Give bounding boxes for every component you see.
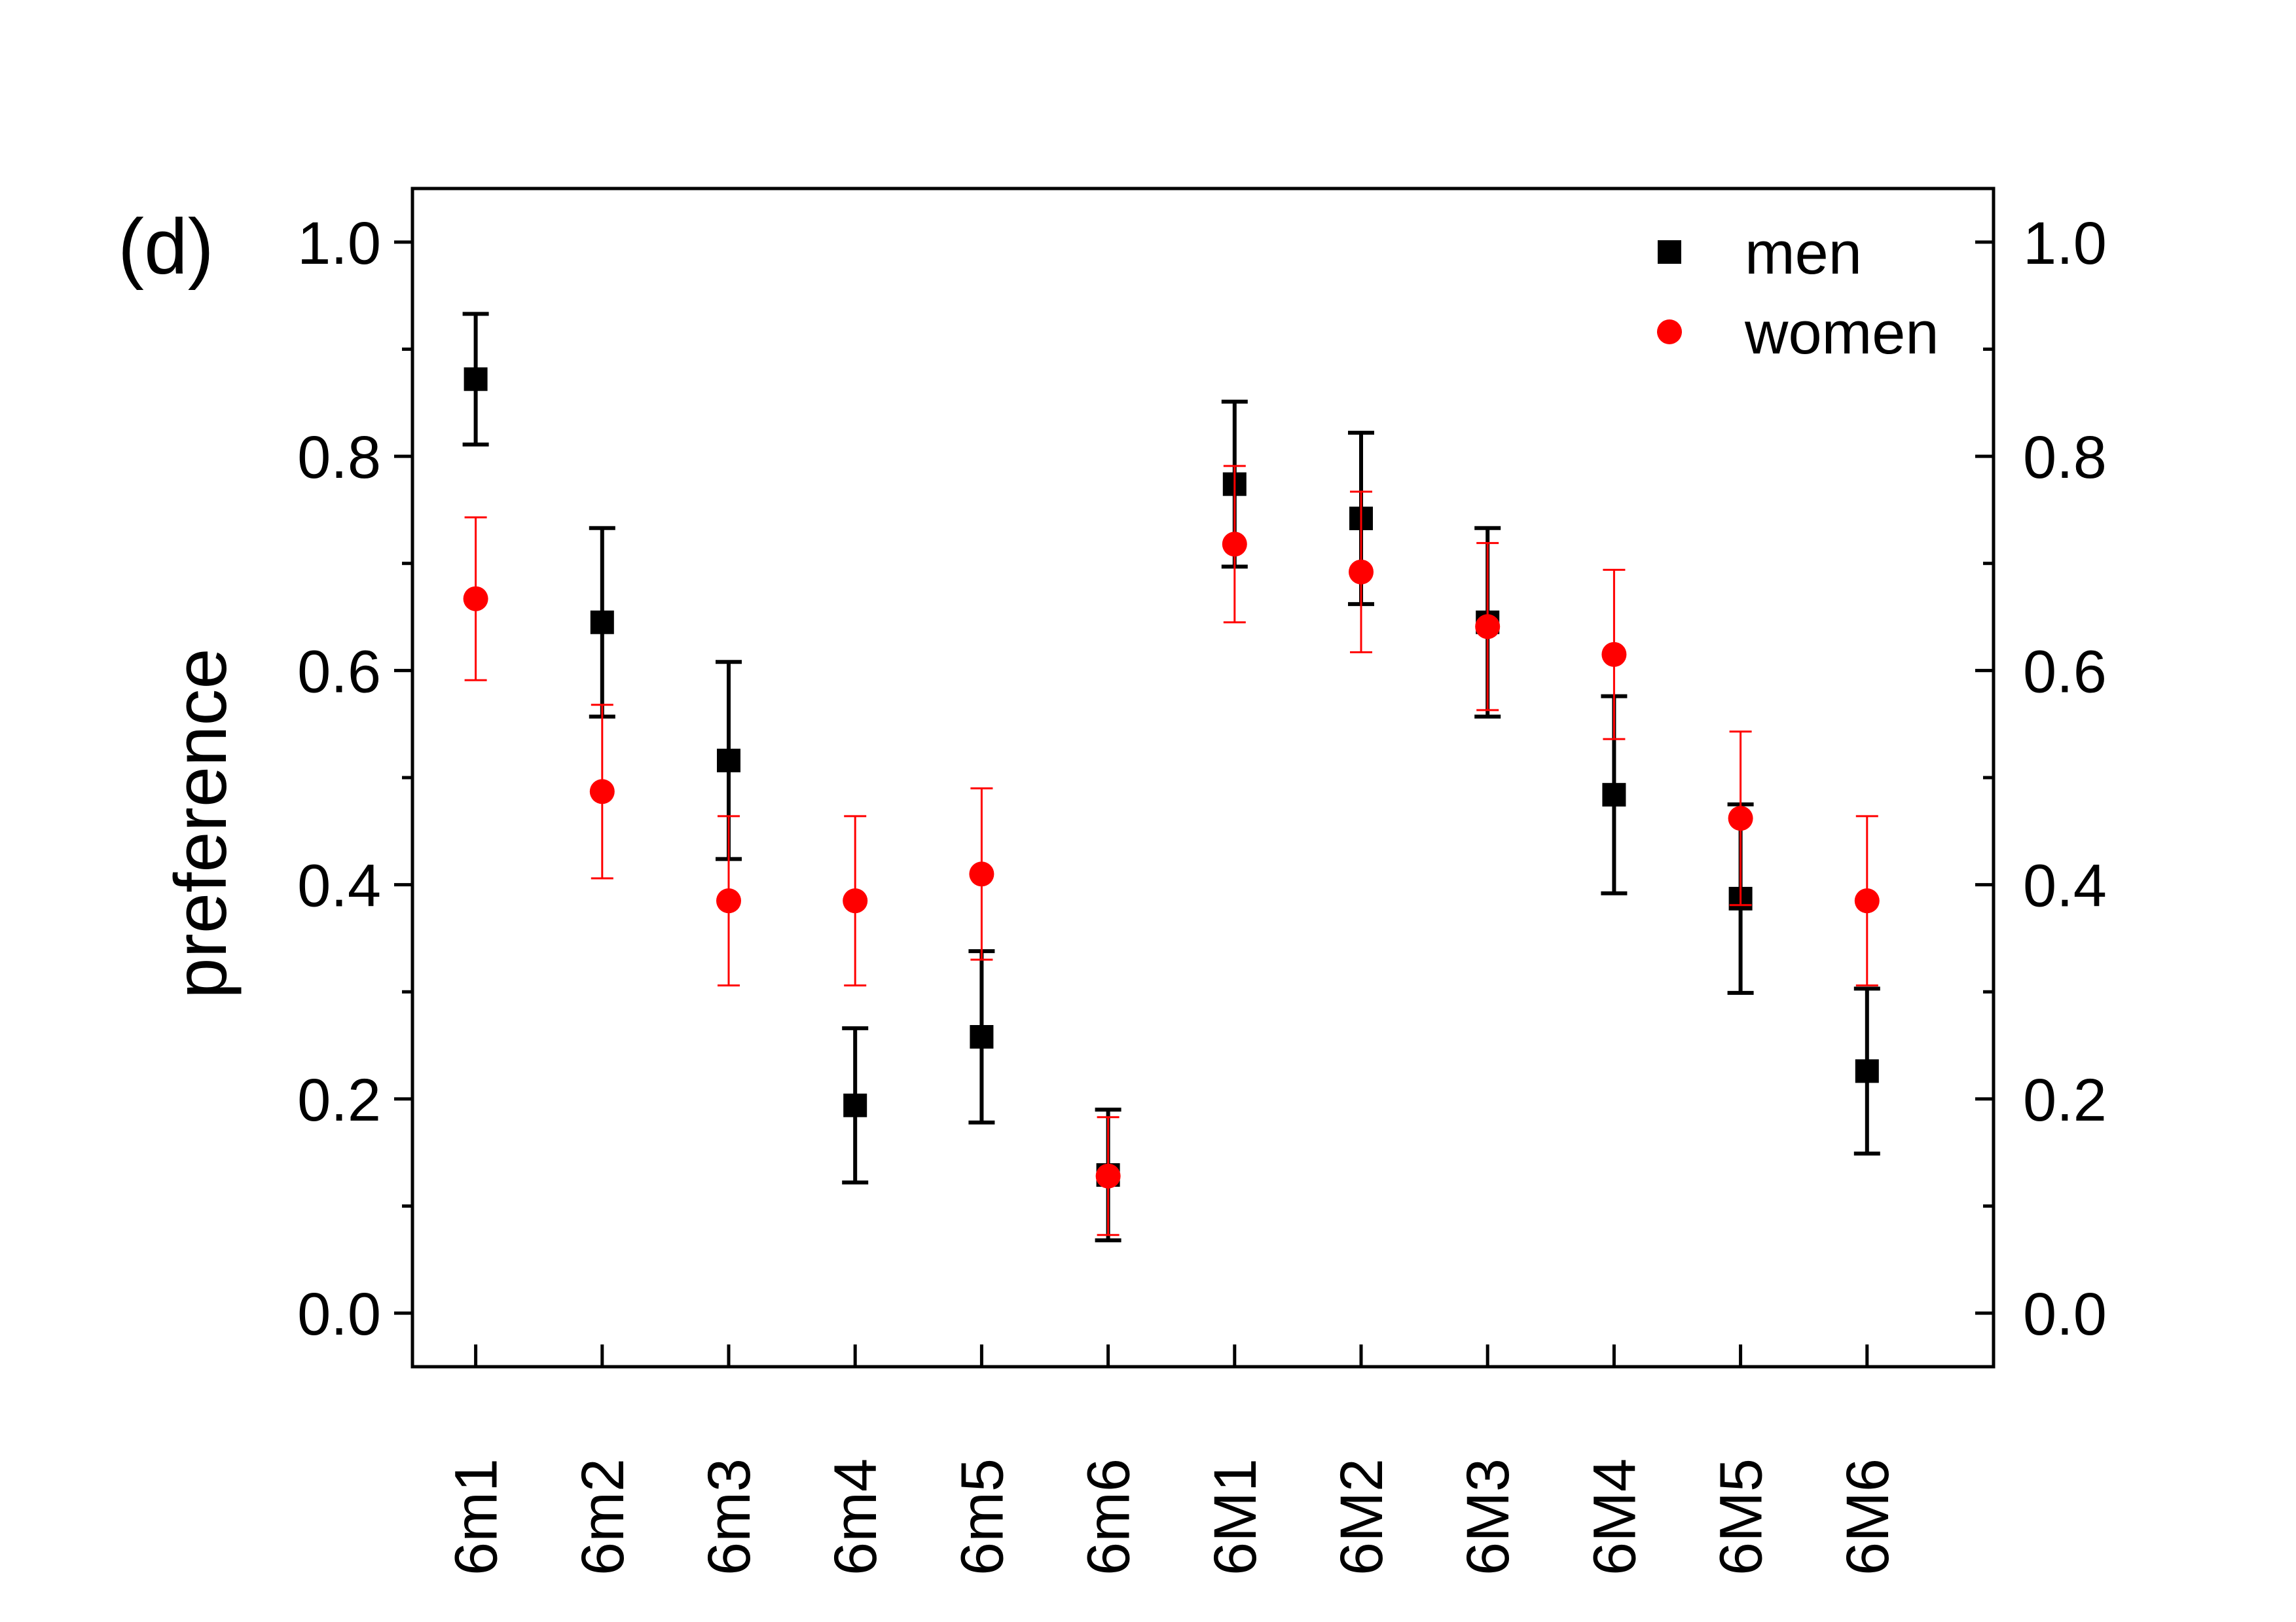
x-tick-label-6m3: 6m3 [696,1458,763,1576]
legend-label-men: men [1745,220,1862,287]
x-tick-label-6m3: 6M3 [1455,1458,1522,1576]
point-men-6m2 [590,610,614,634]
y-tick-label-right-0-2: 0.2 [2023,1067,2107,1134]
x-tick-label-6m1: 6M1 [1202,1458,1269,1576]
point-men-6m5 [970,1025,994,1049]
x-tick-label-6m6: 6M6 [1834,1458,1901,1576]
y-tick-label-right-0-0: 0.0 [2023,1281,2107,1348]
point-men-6m1 [464,367,488,391]
point-women-6m3 [716,888,741,914]
point-women-6m5 [969,861,994,887]
legend-marker-men [1658,240,1681,264]
point-women-6m4 [843,888,868,914]
series-women [463,465,1880,1236]
point-men-6m4 [1602,783,1626,807]
y-tick-label-left-0-0: 0.0 [297,1281,381,1348]
point-women-6m2 [1349,559,1374,585]
y-tick-label-right-0-8: 0.8 [2023,424,2107,491]
point-men-6m4 [843,1093,867,1117]
point-women-6m6 [1095,1163,1121,1189]
y-tick-label-left-0-2: 0.2 [297,1067,381,1134]
point-women-6m1 [463,586,488,611]
y-tick-label-left-0-8: 0.8 [297,424,381,491]
y-tick-label-right-0-4: 0.4 [2023,853,2107,920]
y-axis-left: 0.0 0.2 0.4 0.6 0.8 1.0 [297,210,412,1348]
y-axis-label: preference [160,648,242,998]
point-men-6m3 [717,748,740,772]
y-tick-label-left-1-0: 1.0 [297,210,381,277]
x-tick-label-6m4: 6m4 [822,1458,889,1576]
y-tick-label-right-1-0: 1.0 [2023,210,2107,277]
point-women-6m4 [1601,641,1627,667]
y-tick-label-left-0-4: 0.4 [297,853,381,920]
x-tick-label-6m2: 6m2 [570,1458,636,1576]
panel-label: (d) [118,203,214,291]
point-women-6m1 [1222,532,1247,557]
x-tick-label-6m2: 6M2 [1328,1458,1395,1576]
x-tick-label-6m5: 6m5 [949,1458,1015,1576]
plot-series [462,312,1880,1242]
legend-marker-women [1657,319,1682,344]
x-tick-label-6m6: 6m6 [1076,1458,1142,1576]
legend-label-women: women [1744,300,1939,367]
series-men [462,312,1880,1242]
point-men-6m6 [1855,1059,1879,1083]
x-tick-label-6m1: 6m1 [443,1458,510,1576]
point-women-6m2 [589,779,615,804]
y-tick-label-right-0-6: 0.6 [2023,638,2107,705]
y-axis-right: 0.0 0.2 0.4 0.6 0.8 1.0 [1975,210,2107,1348]
x-axis: 6m1 6m2 6m3 6m4 6m5 6m6 6M1 6M2 6M3 6M4 6M5 6M6 [443,1344,1901,1576]
legend: men women [1657,220,1939,367]
point-women-6m5 [1728,806,1753,831]
y-tick-label-left-0-6: 0.6 [297,638,381,705]
x-tick-label-6m4: 6M4 [1581,1458,1648,1576]
point-women-6m6 [1854,888,1880,914]
x-tick-label-6m5: 6M5 [1708,1458,1775,1576]
point-women-6m3 [1475,614,1501,640]
